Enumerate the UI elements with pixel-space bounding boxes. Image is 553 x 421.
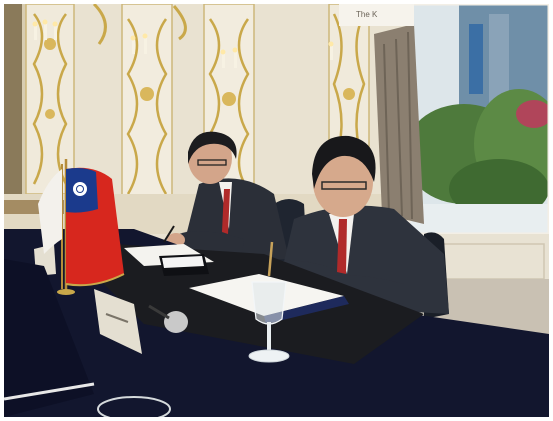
wall-sconce-center: [130, 33, 148, 54]
wall-panel-center-left: [121, 4, 173, 205]
microphone: [164, 311, 188, 333]
pen-left: [163, 225, 175, 243]
wall-sconce-left: [32, 19, 58, 40]
person-left: [167, 131, 289, 264]
table-white-trim: [4, 382, 95, 401]
pen-right: [267, 241, 274, 277]
document-folder: [264, 296, 349, 324]
wall-sconce-right: [220, 47, 238, 68]
wall-sconce-far-right: [328, 41, 334, 60]
glass-bottom: [97, 396, 171, 417]
flag-base: [57, 289, 75, 295]
window: [404, 4, 549, 236]
flag-white: [38, 164, 63, 289]
banner: [339, 4, 414, 26]
gold-cornice: [92, 4, 187, 45]
banner-text: The K: [356, 10, 378, 19]
table-edge-left: [4, 259, 94, 417]
signing-ceremony-photo: The K: [4, 4, 549, 417]
name-placard: [94, 289, 142, 354]
water-glass: [248, 281, 290, 363]
left-wall-edge: [4, 4, 22, 214]
flag-taiwan: [64, 159, 125, 294]
